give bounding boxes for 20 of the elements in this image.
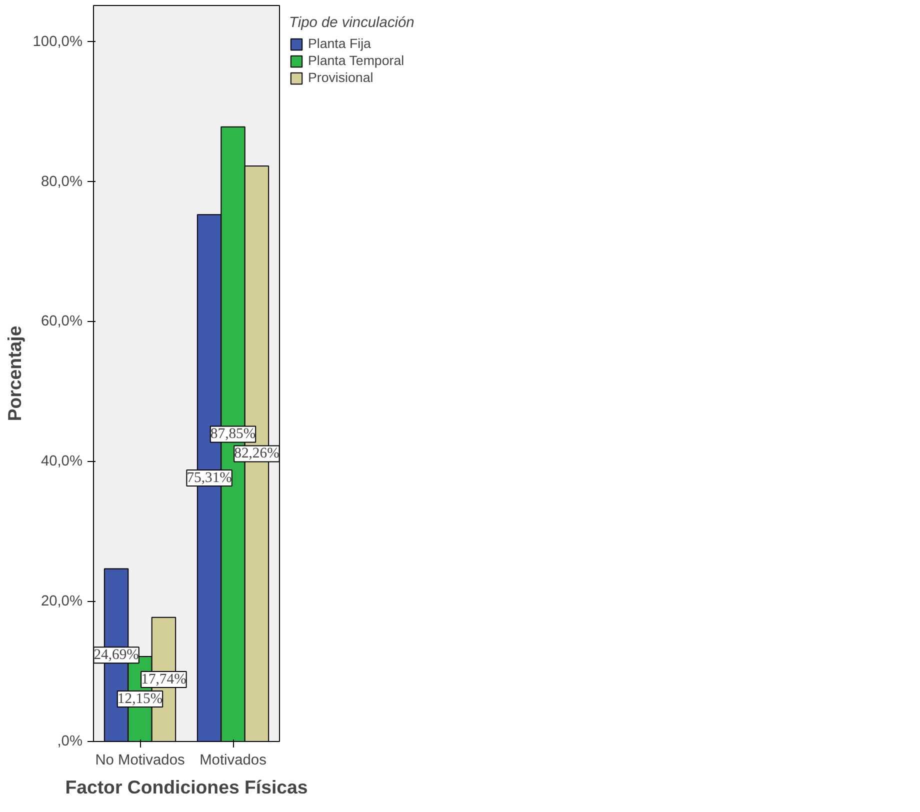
data-label: 12,15%: [117, 691, 163, 707]
legend-label: Provisional: [308, 70, 374, 85]
y-tick-label: ,0%: [57, 734, 83, 750]
data-label: 82,26%: [234, 446, 280, 462]
x-axis-title: Factor Condiciones Físicas: [65, 776, 308, 798]
data-label: 75,31%: [186, 470, 232, 486]
y-axis-title: Porcentaje: [4, 326, 25, 422]
y-tick-label: 20,0%: [40, 594, 83, 610]
y-tick-label: 80,0%: [40, 174, 83, 190]
legend-label: Planta Temporal: [308, 53, 404, 68]
data-label: 87,85%: [210, 426, 256, 442]
y-tick-label: 60,0%: [40, 314, 83, 330]
legend-label: Planta Fija: [308, 36, 371, 51]
legend-title: Tipo de vinculación: [289, 15, 414, 31]
x-tick-label: Motivados: [200, 752, 266, 768]
x-tick-label: No Motivados: [95, 752, 185, 768]
data-label: 17,74%: [141, 671, 186, 688]
data-label: 24,69%: [94, 647, 139, 664]
y-tick-label: 100,0%: [32, 34, 83, 50]
y-tick-label: 40,0%: [40, 454, 83, 470]
